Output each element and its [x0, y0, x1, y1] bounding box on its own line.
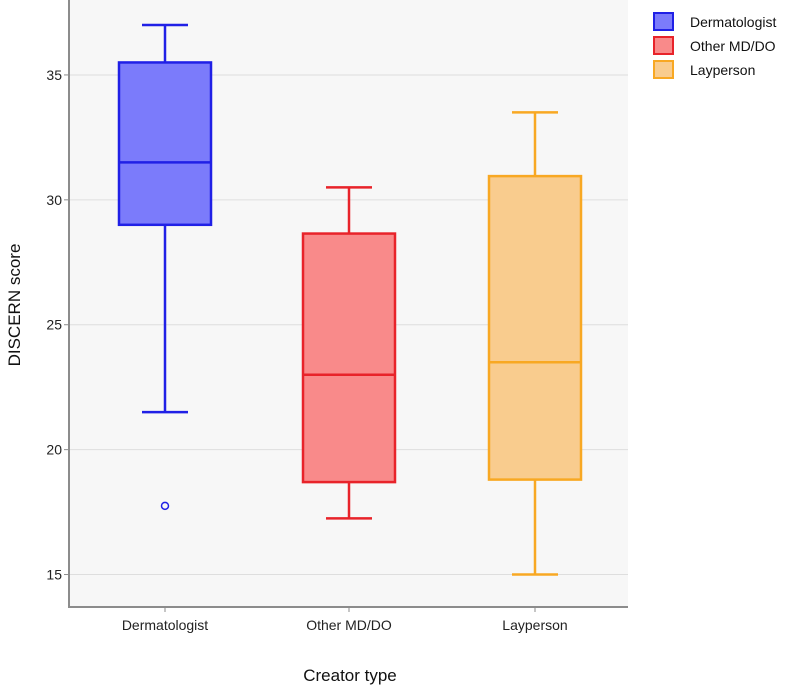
box-layperson [487, 111, 583, 576]
box-dermatologist [117, 23, 213, 511]
legend: Dermatologist Other MD/DO Layperson [653, 12, 776, 79]
x-tick-label-other-md-do: Other MD/DO [306, 617, 392, 633]
legend-swatch-dermatologist [653, 12, 674, 31]
y-tick-label-20: 20 [46, 442, 62, 458]
x-axis-title: Creator type [303, 666, 397, 685]
x-tick-label-dermatologist: Dermatologist [122, 617, 208, 633]
x-tick-label-layperson: Layperson [502, 617, 567, 633]
y-tick-label-15: 15 [46, 567, 62, 583]
y-tick-labels: 15 20 25 30 35 [46, 67, 69, 583]
y-axis-title: DISCERN score [5, 244, 24, 367]
legend-label-dermatologist: Dermatologist [690, 14, 776, 30]
iqr-box-dermatologist [117, 61, 213, 227]
legend-swatch-layperson [653, 60, 674, 79]
legend-label-layperson: Layperson [690, 62, 755, 78]
iqr-box-layperson [487, 174, 583, 481]
box-other-md-do [301, 186, 397, 520]
y-tick-label-30: 30 [46, 192, 62, 208]
y-tick-label-25: 25 [46, 317, 62, 333]
x-tick-labels: Dermatologist Other MD/DO Layperson [122, 607, 568, 633]
legend-label-other-md-do: Other MD/DO [690, 38, 776, 54]
iqr-box-other-md-do [301, 232, 397, 484]
y-tick-label-35: 35 [46, 67, 62, 83]
legend-swatch-other-md-do [653, 36, 674, 55]
boxes [117, 23, 583, 576]
outlier-point-dermatologist-0 [160, 501, 170, 511]
